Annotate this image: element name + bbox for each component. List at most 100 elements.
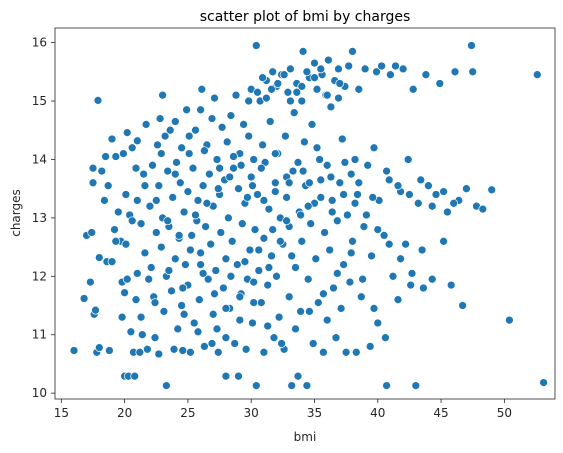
data-point xyxy=(107,134,117,144)
data-point xyxy=(298,47,308,56)
data-point xyxy=(416,175,426,185)
data-point xyxy=(439,187,448,196)
data-point xyxy=(274,312,284,322)
data-point xyxy=(308,339,318,348)
data-point xyxy=(241,344,251,354)
data-point xyxy=(259,233,269,243)
y-tick-label: 11 xyxy=(32,328,47,342)
data-point xyxy=(120,288,129,298)
data-point xyxy=(539,378,548,387)
y-tick-label: 16 xyxy=(32,36,47,50)
data-point xyxy=(248,318,257,328)
x-axis-label: bmi xyxy=(294,430,317,444)
data-point xyxy=(427,274,437,284)
data-point xyxy=(87,228,97,237)
data-point xyxy=(312,143,322,153)
data-point xyxy=(267,251,276,261)
data-point xyxy=(263,280,273,290)
data-point xyxy=(316,175,326,185)
data-point xyxy=(339,190,348,199)
data-point xyxy=(249,155,259,164)
data-point xyxy=(164,266,174,275)
y-axis: 10 11 12 13 14 15 16 xyxy=(32,36,55,400)
data-point xyxy=(505,315,514,325)
data-point xyxy=(103,181,113,191)
data-point xyxy=(379,231,389,240)
data-point xyxy=(275,236,285,246)
data-point xyxy=(306,219,316,229)
data-point xyxy=(327,196,337,205)
data-point xyxy=(196,260,205,269)
data-point xyxy=(324,55,333,65)
data-point xyxy=(234,371,243,381)
data-point xyxy=(331,333,341,343)
data-point xyxy=(327,207,337,217)
data-point xyxy=(303,274,313,284)
data-point xyxy=(110,225,119,234)
data-point xyxy=(88,178,98,188)
plot-frame xyxy=(54,27,556,400)
data-point xyxy=(384,175,394,185)
data-point xyxy=(154,181,164,191)
data-point xyxy=(487,185,497,195)
data-point xyxy=(249,277,259,287)
data-point xyxy=(369,143,379,153)
data-point xyxy=(69,346,79,355)
data-point xyxy=(281,131,290,141)
data-point xyxy=(196,105,205,115)
data-point xyxy=(407,269,417,278)
data-point xyxy=(313,298,323,307)
x-tick-label: 45 xyxy=(433,406,448,420)
data-point xyxy=(297,96,307,106)
data-point xyxy=(258,140,267,150)
data-point xyxy=(155,114,165,123)
data-point xyxy=(417,245,427,255)
data-point xyxy=(348,47,357,56)
data-point xyxy=(272,271,281,281)
data-point xyxy=(151,196,161,205)
data-point xyxy=(186,245,195,255)
x-tick-label: 35 xyxy=(307,406,322,420)
data-point xyxy=(88,163,98,173)
data-point xyxy=(237,219,247,229)
data-point xyxy=(462,184,471,194)
data-point xyxy=(265,117,275,126)
data-point xyxy=(273,79,283,88)
y-tick-label: 10 xyxy=(32,386,47,400)
data-point xyxy=(132,196,142,205)
data-point xyxy=(443,207,452,217)
data-point xyxy=(250,225,260,234)
data-point xyxy=(439,236,448,246)
data-point xyxy=(293,158,303,167)
data-point xyxy=(184,149,194,158)
data-point xyxy=(201,222,210,231)
data-point xyxy=(350,198,360,208)
data-point xyxy=(363,160,373,170)
data-point xyxy=(170,117,180,126)
data-point xyxy=(353,190,362,199)
data-point xyxy=(136,312,146,322)
x-tick-label: 20 xyxy=(117,406,132,420)
data-point xyxy=(293,371,303,381)
data-point xyxy=(287,381,297,390)
data-point xyxy=(326,172,336,182)
data-point xyxy=(336,304,346,313)
data-point xyxy=(200,146,209,156)
data-point xyxy=(340,158,350,167)
data-point xyxy=(107,257,117,267)
data-point xyxy=(322,160,332,170)
data-point xyxy=(212,155,222,164)
data-point xyxy=(160,131,170,141)
data-point xyxy=(253,87,262,97)
data-point xyxy=(182,105,191,115)
data-point xyxy=(359,222,369,231)
data-point xyxy=(335,79,345,88)
y-tick-label: 14 xyxy=(32,152,47,166)
data-point xyxy=(196,248,205,258)
data-point xyxy=(248,181,257,191)
data-point xyxy=(298,166,308,176)
data-point xyxy=(268,225,278,234)
data-point xyxy=(131,163,141,173)
data-point xyxy=(258,73,267,83)
data-point xyxy=(213,347,223,357)
